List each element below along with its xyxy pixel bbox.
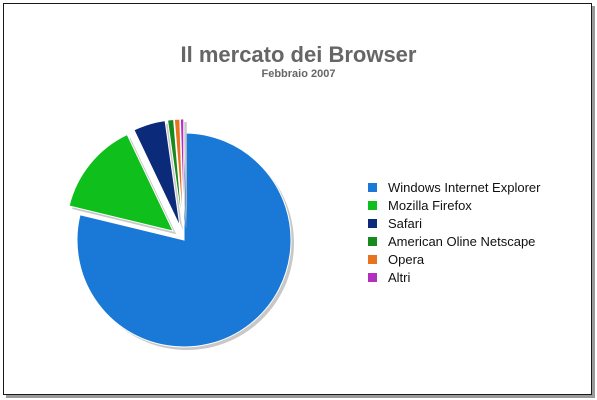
legend-item: Windows Internet Explorer [368,178,540,196]
legend-label: Windows Internet Explorer [388,179,541,195]
pie-slice-altri [179,118,185,227]
chart-subtitle: Febbraio 2007 [261,68,336,80]
chart-legend: Windows Internet Explorer Mozilla Firefox… [368,178,540,286]
legend-label: Safari [388,215,422,231]
legend-swatch [368,236,377,246]
legend-swatch [368,182,377,192]
pie-slice-opera [173,118,184,227]
legend-item: Opera [368,250,540,268]
legend-swatch [368,200,377,210]
legend-label: Mozilla Firefox [388,197,472,213]
legend-swatch [368,218,377,228]
chart-title: Il mercato dei Browser [180,42,417,67]
legend-swatch [368,272,377,282]
legend-label: Opera [388,251,425,267]
legend-swatch [368,254,377,264]
pie-slice-windows-internet-explorer [76,132,292,348]
legend-item: Altri [368,268,540,286]
pie-slice-american-oline-netscape [166,118,183,227]
legend-item: Mozilla Firefox [368,196,540,214]
pie-slice-safari [133,120,181,227]
pie-slice-mozilla-firefox [68,133,175,232]
legend-item: Safari [368,214,540,232]
legend-item: American Oline Netscape [368,232,540,250]
legend-label: Altri [388,269,411,285]
legend-label: American Oline Netscape [388,233,536,249]
